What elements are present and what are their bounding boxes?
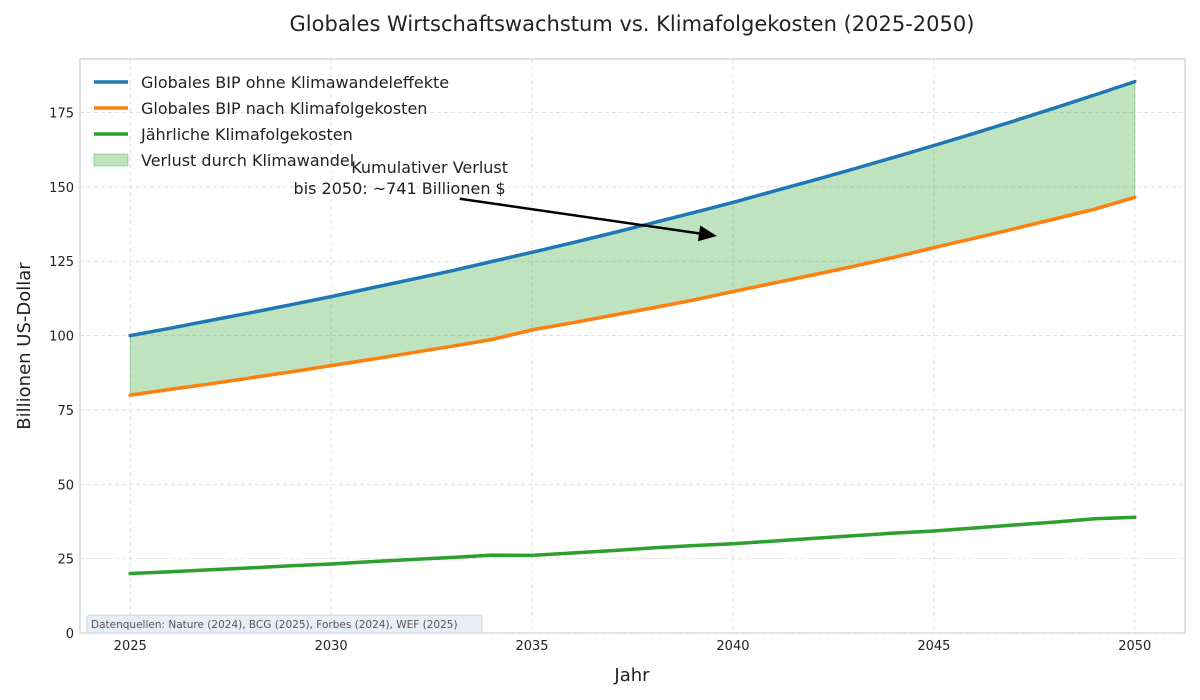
series-layer (128, 79, 1137, 576)
y-tick-label: 0 (66, 627, 74, 642)
series-line-1 (128, 195, 1137, 397)
series-line-2 (128, 515, 1137, 576)
annotation-arrow (459, 197, 700, 235)
x-axis-label: Jahr (613, 665, 650, 686)
y-tick-label: 175 (49, 107, 74, 122)
y-tick-label: 150 (49, 181, 74, 196)
annotation-line-1: Kumulativer Verlust (351, 158, 508, 177)
x-tick-label: 2030 (315, 639, 348, 654)
legend-label-1: Globales BIP nach Klimafolgekosten (141, 99, 427, 118)
y-tick-label: 25 (57, 553, 74, 568)
grid-lines (80, 59, 1185, 634)
source-note-box (86, 614, 483, 634)
y-tick-label: 50 (57, 478, 74, 493)
x-tick-label: 2040 (716, 639, 749, 654)
legend-swatch-fill (93, 153, 129, 167)
legend-label-fill: Verlust durch Klimawandel (141, 151, 354, 170)
x-tick-label: 2035 (515, 639, 548, 654)
x-tick-label: 2050 (1118, 639, 1151, 654)
plot-area (79, 58, 1186, 634)
annotation-arrowhead (697, 225, 717, 242)
chart-title: Globales Wirtschaftswachstum vs. Klimafo… (290, 12, 975, 36)
y-tick-label: 100 (49, 330, 74, 345)
x-tick-label: 2025 (114, 639, 147, 654)
y-axis-label: Billionen US-Dollar (14, 262, 35, 430)
annotation-line-2: bis 2050: ~741 Billionen $ (294, 179, 506, 198)
y-axis-ticks: 0 25 50 75 100 125 150 175 (49, 107, 74, 642)
legend-label-0: Globales BIP ohne Klimawandeleffekte (141, 73, 449, 92)
annotation: Kumulativer Verlust bis 2050: ~741 Billio… (294, 158, 717, 242)
legend: Globales BIP ohne Klimawandeleffekte Glob… (93, 73, 449, 170)
y-tick-label: 75 (57, 404, 74, 419)
y-tick-label: 125 (49, 255, 74, 270)
series-line-0 (128, 79, 1137, 338)
legend-label-2: Jährliche Klimafolgekosten (140, 125, 353, 144)
source-note: Datenquellen: Nature (2024), BCG (2025),… (91, 619, 458, 631)
x-axis-ticks: 2025 2030 2035 2040 2045 2050 (114, 639, 1152, 654)
x-tick-label: 2045 (917, 639, 950, 654)
